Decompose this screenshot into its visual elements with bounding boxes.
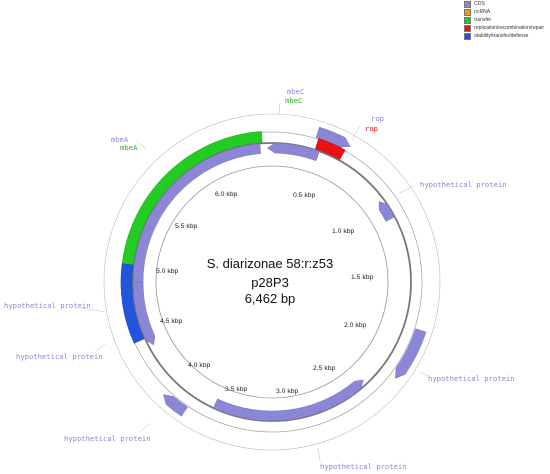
tick-label: 3.0 kbp <box>276 388 299 395</box>
legend-swatch <box>464 16 472 24</box>
label-hyp-5: hypothetical protein <box>64 434 151 443</box>
rop-replication-arc[interactable] <box>315 138 346 160</box>
legend-label: stability/transfer/defense <box>474 33 529 39</box>
mbeA-cds-arc[interactable] <box>132 143 261 295</box>
leader-line <box>139 422 151 433</box>
label-hyp-4: hypothetical protein <box>16 352 103 361</box>
label-hyp-2: hypothetical protein <box>428 374 515 383</box>
leader-line <box>93 343 106 354</box>
label-hyp-3: hypothetical protein <box>4 301 91 310</box>
leader-line <box>317 447 321 461</box>
legend-swatch <box>464 8 472 16</box>
label-hyp-6: hypothetical protein <box>320 462 407 471</box>
tick-label: 1.0 kbp <box>332 228 355 235</box>
legend-item-ncrna: ncRNA <box>464 8 544 16</box>
label-rop-repl: rop <box>365 124 378 133</box>
label-mbeC-transfer: mbeC <box>285 96 302 105</box>
tick-label: 5.5 kbp <box>175 223 198 230</box>
legend-swatch <box>464 24 472 32</box>
legend-item-cds: CDS <box>464 0 544 8</box>
tick-label: 0.5 kbp <box>293 192 316 199</box>
legend-item-transfer: transfer <box>464 16 544 24</box>
tick-label: 2.0 kbp <box>344 322 367 329</box>
legend-label: CDS <box>474 1 485 7</box>
plasmid-length: 6,462 bp <box>245 291 296 306</box>
tick-label: 4.0 kbp <box>188 362 211 369</box>
label-mbeC-cds: mbeC <box>287 87 304 96</box>
leader-line <box>135 140 147 150</box>
tick-label: 2.5 kbp <box>313 365 336 372</box>
legend-label: replication/recombination/repair <box>474 25 544 31</box>
inner-backbone-ring <box>155 165 389 399</box>
hypothetical-protein-arc-1k[interactable] <box>378 201 396 222</box>
cds-arc-bottom[interactable] <box>212 379 364 422</box>
cds-arc-top[interactable] <box>266 142 320 162</box>
plasmid-id: p28P3 <box>251 275 289 290</box>
hypothetical-protein-arc-left[interactable] <box>132 281 156 346</box>
label-mbeA-cds: mbeA <box>111 135 129 144</box>
label-mbeA-transfer: mbeA <box>120 143 138 152</box>
leader-line <box>419 371 429 377</box>
tick-label: 1.5 kbp <box>351 274 374 281</box>
label-rop-cds: rop <box>371 114 384 123</box>
leader-line <box>399 184 416 194</box>
label-hyp-1: hypothetical protein <box>420 180 507 189</box>
legend-item-replication: replication/recombination/repair <box>464 24 544 32</box>
legend-swatch <box>464 32 472 40</box>
leader-line <box>351 125 361 141</box>
mbeA-transfer-arc[interactable] <box>120 131 263 303</box>
tick-label: 5.0 kbp <box>156 268 179 275</box>
legend-item-stability: stability/transfer/defense <box>464 32 544 40</box>
legend-label: transfer <box>474 17 492 23</box>
legend-swatch <box>464 0 472 8</box>
tick-label: 4.5 kbp <box>160 318 183 325</box>
legend-label: ncRNA <box>474 9 491 15</box>
hypothetical-protein-arc-right[interactable] <box>395 328 427 379</box>
leader-line <box>278 102 281 115</box>
tick-label: 6.0 kbp <box>215 191 238 198</box>
hypothetical-protein-arc-bottom-left[interactable] <box>163 394 188 417</box>
outer-thin-ring <box>103 113 441 451</box>
stability-transfer-defense-arc[interactable] <box>120 263 145 344</box>
tick-label: 3.5 kbp <box>225 386 248 393</box>
legend: CDS ncRNA transfer replication/recombina… <box>464 0 544 40</box>
leader-line <box>81 307 106 313</box>
plasmid-name: S. diarizonae 58:r:z53 <box>207 256 333 271</box>
leader-lines <box>81 102 429 461</box>
